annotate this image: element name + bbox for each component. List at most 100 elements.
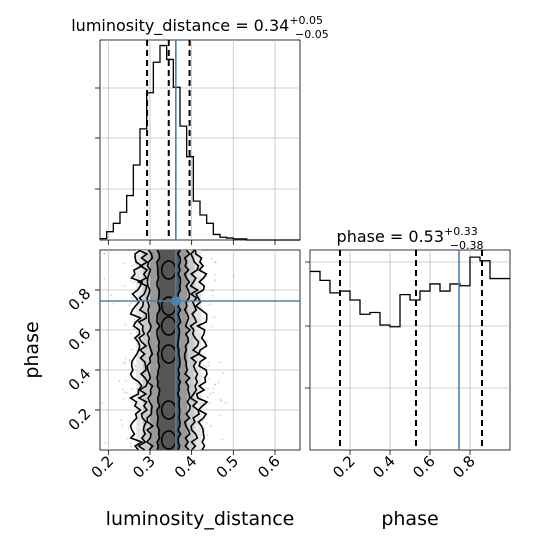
scatter-point xyxy=(120,419,122,422)
scatter-point xyxy=(110,294,112,297)
scatter-point xyxy=(220,399,223,402)
scatter-point xyxy=(203,364,206,367)
phase-title-sub: −0.38 xyxy=(450,239,484,252)
scatter-point xyxy=(213,261,216,264)
scatter-point xyxy=(209,393,212,395)
scatter-point xyxy=(130,302,132,304)
scatter-point xyxy=(211,289,214,292)
ld-histogram-panel xyxy=(95,39,301,245)
scatter-point xyxy=(212,391,215,394)
scatter-point xyxy=(207,361,210,364)
ld-hist-steps xyxy=(100,44,300,241)
scatter-point xyxy=(97,376,99,378)
phase-title-base: phase = 0.53 xyxy=(337,227,444,246)
tick-label-ld-4: 0.6 xyxy=(254,452,284,482)
phase-title: phase = 0.53+0.33 −0.38 xyxy=(337,225,484,252)
phase-x-tick-labels: 0.2 0.4 0.6 0.8 xyxy=(329,452,479,482)
scatter-point xyxy=(213,273,216,276)
scatter-point xyxy=(134,364,137,367)
scatter-point xyxy=(207,387,209,390)
scatter-point xyxy=(128,304,131,307)
ld-title: luminosity_distance = 0.34+0.05 −0.05 xyxy=(71,14,329,41)
truth-marker xyxy=(170,296,181,306)
scatter-point xyxy=(210,325,213,328)
tick-label-ld-2: 0.4 xyxy=(171,452,201,482)
tick-label-phase-y-1: 0.4 xyxy=(65,365,95,395)
scatter-point xyxy=(200,434,203,436)
scatter-point xyxy=(126,437,129,440)
scatter-point xyxy=(122,362,125,365)
scatter-point xyxy=(130,387,133,390)
scatter-point xyxy=(214,261,217,264)
scatter-point xyxy=(205,365,208,368)
scatter-point xyxy=(133,318,136,321)
tick-label-phase-x-3: 0.8 xyxy=(449,452,479,482)
scatter-point xyxy=(133,275,136,278)
scatter-point xyxy=(134,365,137,368)
ld-hist-frame xyxy=(99,39,301,241)
tick-label-phase-y-2: 0.6 xyxy=(65,325,95,355)
scatter-point xyxy=(206,422,208,424)
scatter-point xyxy=(211,257,213,260)
scatter-point xyxy=(124,324,127,326)
scatter-point xyxy=(121,388,124,391)
scatter-point xyxy=(103,252,106,255)
corner-2d-panel xyxy=(95,249,301,455)
scatter-point xyxy=(103,253,106,255)
scatter-point xyxy=(129,280,132,282)
scatter-point xyxy=(131,264,133,267)
y-axis-label-phase: phase xyxy=(21,321,43,378)
scatter-point xyxy=(206,340,208,343)
scatter-point xyxy=(209,303,212,305)
scatter-point xyxy=(124,361,126,364)
scatter-point xyxy=(202,317,205,320)
scatter-point xyxy=(217,381,220,384)
contour-line-1-left xyxy=(145,250,155,450)
scatter-point xyxy=(127,427,130,430)
scatter-point xyxy=(224,402,227,404)
ld-title-sub: −0.05 xyxy=(295,28,329,41)
scatter-point xyxy=(213,383,216,386)
scatter-point xyxy=(220,398,222,401)
scatter-point xyxy=(122,397,125,400)
scatter-point xyxy=(232,275,235,278)
corner-2d-contents xyxy=(97,250,235,450)
scatter-point xyxy=(134,313,137,315)
scatter-point xyxy=(214,383,217,386)
contour-line-2-right xyxy=(189,250,201,450)
scatter-point xyxy=(128,359,131,362)
scatter-point xyxy=(103,277,106,280)
scatter-point xyxy=(130,332,132,335)
scatter-point xyxy=(208,402,211,405)
scatter-point xyxy=(218,414,221,417)
tick-label-phase-x-2: 0.6 xyxy=(409,452,439,482)
scatter-point xyxy=(97,270,99,272)
scatter-point xyxy=(118,380,121,382)
tick-label-phase-x-0: 0.2 xyxy=(329,452,359,482)
ld-title-base: luminosity_distance = 0.34 xyxy=(71,16,289,36)
scatter-point xyxy=(129,445,132,448)
contour-line-0-left xyxy=(155,250,161,450)
tick-label-ld-3: 0.5 xyxy=(213,452,243,482)
x-axis-label-ld: luminosity_distance xyxy=(106,508,295,530)
tick-label-ld-0: 0.2 xyxy=(88,452,118,482)
scatter-point xyxy=(129,442,132,445)
scatter-point xyxy=(214,279,217,281)
scatter-point xyxy=(124,391,127,394)
tick-label-ld-1: 0.3 xyxy=(129,452,159,482)
scatter-point xyxy=(124,357,127,360)
scatter-point xyxy=(211,294,214,297)
tick-label-phase-y-0: 0.2 xyxy=(65,405,95,435)
scatter-point xyxy=(121,424,124,427)
ph-hist-steps xyxy=(310,256,510,328)
scatter-point xyxy=(206,396,209,398)
scatter-point xyxy=(126,392,129,394)
ld-title-sup: +0.05 xyxy=(289,14,323,27)
tick-label-phase-x-1: 0.4 xyxy=(369,452,399,482)
scatter-point xyxy=(209,424,212,427)
scatter-point xyxy=(219,361,221,363)
phase-title-sup: +0.33 xyxy=(444,225,478,238)
scatter-point xyxy=(112,302,115,305)
scatter-point xyxy=(213,316,216,319)
